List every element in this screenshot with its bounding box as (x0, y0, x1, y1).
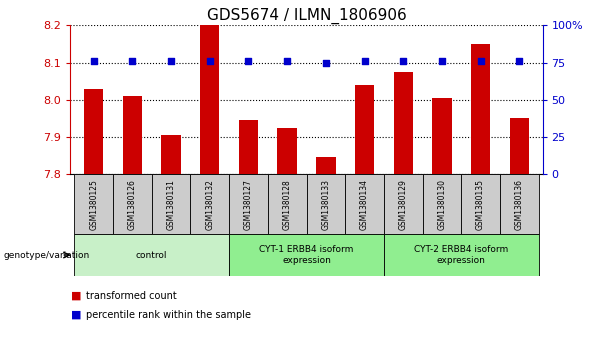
Point (321, 60, 331, 65)
Bar (394, 72, 413, 174)
Text: GSM1380130: GSM1380130 (438, 179, 446, 230)
Point (205, 58, 215, 64)
Point (89, 58, 99, 64)
Bar (229, 234, 384, 276)
Point (398, 58, 408, 64)
Text: percentile rank within the sample: percentile rank within the sample (86, 310, 251, 320)
Text: GSM1380133: GSM1380133 (321, 179, 330, 230)
Point (243, 58, 253, 64)
Text: GSM1380126: GSM1380126 (128, 179, 137, 230)
Text: GSM1380131: GSM1380131 (167, 179, 175, 230)
Bar (278, 128, 297, 174)
Bar (384, 174, 422, 234)
Bar (316, 158, 335, 174)
Text: ■: ■ (70, 291, 81, 301)
Bar (384, 234, 539, 276)
Text: GSM1380134: GSM1380134 (360, 179, 369, 230)
Text: control: control (136, 250, 167, 260)
Bar (113, 174, 152, 234)
Text: genotype/variation: genotype/variation (3, 250, 89, 260)
Bar (432, 98, 452, 174)
Bar (422, 174, 461, 234)
Text: ■: ■ (70, 310, 81, 320)
Text: transformed count: transformed count (86, 291, 177, 301)
Bar (500, 174, 539, 234)
Text: GSM1380125: GSM1380125 (89, 179, 98, 230)
Title: GDS5674 / ILMN_1806906: GDS5674 / ILMN_1806906 (207, 8, 406, 24)
Point (514, 58, 524, 64)
Bar (161, 135, 181, 174)
Bar (152, 174, 191, 234)
Text: GSM1380127: GSM1380127 (244, 179, 253, 230)
Bar (268, 174, 306, 234)
Bar (461, 174, 500, 234)
Point (437, 58, 447, 64)
Text: CYT-1 ERBB4 isoform
expression: CYT-1 ERBB4 isoform expression (259, 245, 354, 265)
Bar (471, 44, 490, 174)
Text: GSM1380132: GSM1380132 (205, 179, 215, 230)
Bar (74, 174, 113, 234)
Point (166, 58, 176, 64)
Bar (239, 120, 258, 174)
Point (282, 58, 292, 64)
Point (128, 58, 137, 64)
Bar (191, 174, 229, 234)
Bar (306, 174, 345, 234)
Text: GSM1380136: GSM1380136 (515, 179, 524, 230)
Bar (200, 25, 219, 174)
Text: GSM1380135: GSM1380135 (476, 179, 485, 230)
Text: GSM1380129: GSM1380129 (398, 179, 408, 230)
Bar (345, 174, 384, 234)
Bar (355, 85, 374, 174)
Bar (74, 234, 229, 276)
Bar (229, 174, 268, 234)
Text: CYT-2 ERBB4 isoform
expression: CYT-2 ERBB4 isoform expression (414, 245, 508, 265)
Bar (84, 89, 104, 174)
Point (360, 58, 370, 64)
Bar (509, 118, 529, 174)
Text: GSM1380128: GSM1380128 (283, 179, 292, 229)
Point (476, 58, 485, 64)
Bar (123, 96, 142, 174)
